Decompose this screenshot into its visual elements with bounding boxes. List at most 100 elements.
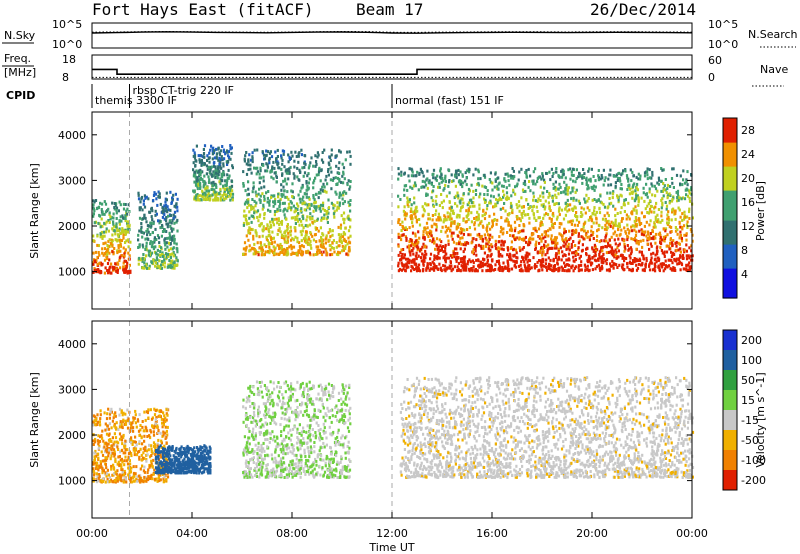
echo-4-956 xyxy=(685,178,688,182)
echo-3-912 xyxy=(308,203,311,207)
echo-3-649 xyxy=(347,179,350,183)
echo-4-905 xyxy=(589,177,592,181)
echo-3-497 xyxy=(289,233,292,237)
echo-4-2361 xyxy=(435,237,439,241)
echo-4-1882 xyxy=(666,233,669,237)
echo-4-1069 xyxy=(673,266,676,270)
echo-3-427 xyxy=(331,178,335,182)
echo-3-621 xyxy=(318,166,321,170)
echo-4-754 xyxy=(659,234,662,238)
echo-1-272 xyxy=(155,212,158,216)
echo-4-1995 xyxy=(424,249,427,253)
echo-4-1223 xyxy=(586,264,589,268)
echo-3-563 xyxy=(248,249,251,253)
echo-4-1805 xyxy=(621,254,624,258)
echo-3-358 xyxy=(306,188,309,192)
echo-4-1649 xyxy=(654,236,657,240)
echo-4-259 xyxy=(493,212,496,216)
echo-4-1764 xyxy=(426,232,429,236)
echo-4-917 xyxy=(618,225,621,228)
echo-4-1854 xyxy=(400,238,403,242)
echo-4-1429 xyxy=(612,174,616,178)
echo-3-574 xyxy=(274,202,277,206)
echo-3-551 xyxy=(322,201,325,205)
echo-4-1343 xyxy=(469,233,472,237)
echo-4-861 xyxy=(435,218,438,222)
echo-4-923 xyxy=(471,269,474,273)
echo-4-1744 xyxy=(560,265,563,269)
echo-4-920 xyxy=(460,264,463,268)
echo-4-1187 xyxy=(685,249,688,253)
echo-0-143 xyxy=(93,221,96,225)
echo-4-1576 xyxy=(432,185,435,188)
echo-3-522 xyxy=(309,232,313,236)
echo-3-902 xyxy=(275,180,278,184)
echo-4-1392 xyxy=(438,204,441,207)
echo-0-105 xyxy=(157,476,161,479)
echo-4-2279 xyxy=(481,269,484,273)
echo-4-2540 xyxy=(490,266,493,270)
echo-4-456 xyxy=(591,233,594,237)
echo-2-302 xyxy=(228,185,231,189)
echo-4-1953 xyxy=(582,168,585,171)
echo-1-174 xyxy=(169,242,172,246)
echo-3-18 xyxy=(270,155,274,159)
echo-4-871 xyxy=(502,189,505,193)
echo-0-320 xyxy=(148,434,151,438)
echo-0-151 xyxy=(117,244,120,248)
echo-4-168 xyxy=(572,179,575,183)
echo-4-380 xyxy=(595,265,598,269)
echo-1-335 xyxy=(143,266,146,270)
echo-4-502 xyxy=(683,197,687,201)
echo-3-334 xyxy=(242,170,245,174)
echo-4-1533 xyxy=(654,241,657,245)
echo-4-629 xyxy=(527,202,530,206)
echo-1-179 xyxy=(169,253,172,257)
echo-4-1732 xyxy=(462,260,465,264)
echo-3-39 xyxy=(250,158,253,162)
echo-3-879 xyxy=(309,161,312,165)
echo-4-87 xyxy=(486,261,489,264)
echo-4-570 xyxy=(657,176,660,180)
echo-4-1234 xyxy=(423,180,427,184)
echo-4-1852 xyxy=(503,193,506,197)
echo-1-114 xyxy=(150,215,153,219)
echo-4-418 xyxy=(425,268,428,272)
echo-3-701 xyxy=(272,194,275,198)
echo-3-455 xyxy=(328,238,331,242)
power-cb-cell-2 xyxy=(723,280,737,287)
echo-4-701 xyxy=(593,198,596,201)
echo-4-2490 xyxy=(646,204,649,208)
echo-4-2436 xyxy=(624,169,627,173)
echo-4-1018 xyxy=(540,265,543,269)
echo-4-797 xyxy=(427,235,430,238)
echo-3-625 xyxy=(283,240,287,244)
echo-4-1388 xyxy=(466,203,469,207)
echo-3-722 xyxy=(345,240,348,243)
echo-1-317 xyxy=(159,250,162,253)
echo-4-1019 xyxy=(564,265,567,268)
echo-4-2422 xyxy=(658,257,661,261)
echo-4-191 xyxy=(577,199,581,203)
echo-4-1107 xyxy=(636,182,639,186)
echo-3-201 xyxy=(268,203,271,207)
echo-4-2333 xyxy=(626,176,629,180)
echo-0-122 xyxy=(124,219,127,223)
echo-3-280 xyxy=(261,150,264,154)
echo-3-850 xyxy=(340,193,343,197)
echo-3-343 xyxy=(287,252,290,256)
echo-3-665 xyxy=(265,235,268,239)
echo-4-408 xyxy=(421,185,424,189)
echo-0-269 xyxy=(117,229,120,233)
echo-2-1 xyxy=(201,155,204,159)
echo-0-135 xyxy=(128,226,131,230)
echo-0-304 xyxy=(161,421,164,425)
echo-1-95 xyxy=(175,258,178,262)
echo-3-546 xyxy=(266,165,269,169)
echo-3-776 xyxy=(311,220,314,224)
echo-3-565 xyxy=(278,204,281,208)
echo-3-369 xyxy=(319,203,323,207)
echo-3-260 xyxy=(247,168,250,172)
echo-4-2000 xyxy=(475,238,478,242)
echo-4-1499 xyxy=(631,229,634,233)
